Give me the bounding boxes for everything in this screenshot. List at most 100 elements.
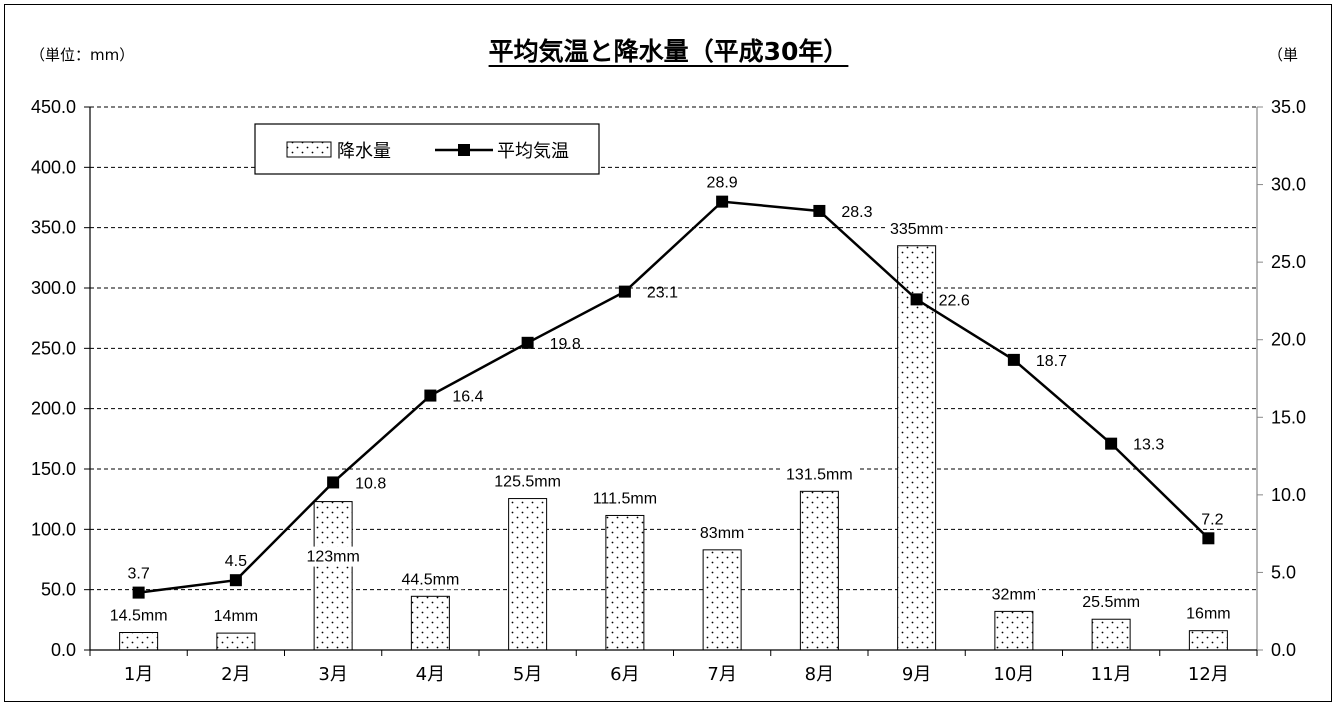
x-tick-label: 3月 <box>318 664 347 685</box>
precip-bar <box>994 610 1034 651</box>
right-unit-label: （単 <box>1268 46 1299 64</box>
precip-data-label-bg <box>698 522 747 543</box>
temp-marker <box>618 285 631 298</box>
x-tick-label: 2月 <box>221 664 250 685</box>
x-tick-label: 10月 <box>993 664 1034 685</box>
temp-marker <box>1007 353 1020 366</box>
temp-data-label: 22.6 <box>939 292 970 309</box>
temp-data-label: 23.1 <box>647 285 678 302</box>
y-left-tick-label: 50.0 <box>41 580 76 600</box>
precip-bar <box>216 632 256 651</box>
y-right-tick-label: 20.0 <box>1271 330 1306 350</box>
precip-bar <box>1091 618 1131 651</box>
temp-data-label: 3.7 <box>128 566 150 583</box>
precip-data-label-bg <box>105 605 173 626</box>
precip-data-label: 131.5mm <box>786 466 853 483</box>
y-left-tick-label: 300.0 <box>31 278 76 298</box>
temp-marker <box>424 389 437 402</box>
precip-data-label: 14.5mm <box>110 608 168 625</box>
temp-marker <box>521 336 534 349</box>
temp-marker <box>1105 437 1118 450</box>
precip-data-label-bg <box>1184 603 1233 624</box>
y-right-tick-label: 10.0 <box>1271 485 1306 505</box>
precip-data-label: 125.5mm <box>494 474 561 491</box>
temp-marker <box>716 195 729 208</box>
temp-marker <box>229 574 242 587</box>
y-left-tick-label: 250.0 <box>31 338 76 358</box>
precip-data-label: 32mm <box>992 586 1036 603</box>
precip-data-label-bg <box>781 464 858 485</box>
precip-data-label-bg <box>1077 592 1145 613</box>
precip-bar <box>508 498 548 651</box>
temp-data-label: 13.3 <box>1133 437 1164 454</box>
y-right-tick-label: 30.0 <box>1271 175 1306 195</box>
temp-data-label: 10.8 <box>355 475 386 492</box>
precip-data-label-bg <box>989 584 1038 605</box>
precip-data-label: 83mm <box>700 525 744 542</box>
x-tick-label: 12月 <box>1188 664 1229 685</box>
precip-data-label: 25.5mm <box>1082 594 1140 611</box>
y-right-tick-label: 0.0 <box>1271 640 1296 660</box>
y-right-tick-label: 35.0 <box>1271 97 1306 117</box>
legend-temp-label: 平均気温 <box>497 141 569 162</box>
precip-bar <box>410 595 450 651</box>
precip-data-label-bg <box>211 606 260 627</box>
y-right-tick-label: 5.0 <box>1271 562 1296 582</box>
precip-bar <box>1188 630 1228 651</box>
x-tick-label: 6月 <box>610 664 639 685</box>
x-tick-label: 9月 <box>902 664 931 685</box>
y-right-tick-label: 25.0 <box>1271 252 1306 272</box>
x-tick-label: 4月 <box>416 664 445 685</box>
precip-data-label-bg <box>304 546 362 567</box>
x-tick-label: 1月 <box>124 664 153 685</box>
legend-precip-swatch <box>286 141 332 158</box>
precip-bar <box>605 514 645 651</box>
precip-bar <box>897 245 937 651</box>
y-left-tick-label: 200.0 <box>31 399 76 419</box>
precip-data-label: 335mm <box>890 221 943 238</box>
precip-bar <box>799 490 839 651</box>
temp-data-label: 4.5 <box>225 553 247 570</box>
temp-data-label: 28.3 <box>841 204 872 221</box>
precip-bar <box>313 501 353 651</box>
temp-marker <box>813 204 826 217</box>
precip-data-label: 14mm <box>214 608 258 625</box>
precip-bar <box>119 632 159 651</box>
y-left-tick-label: 100.0 <box>31 519 76 539</box>
precip-data-label-bg <box>586 488 664 509</box>
temp-marker <box>1202 532 1215 545</box>
y-left-tick-label: 0.0 <box>51 640 76 660</box>
precip-data-label: 16mm <box>1186 606 1230 623</box>
x-tick-label: 8月 <box>805 664 834 685</box>
x-tick-label: 7月 <box>707 664 736 685</box>
temp-data-label: 16.4 <box>452 389 483 406</box>
legend-precip-label: 降水量 <box>337 141 391 162</box>
temp-line <box>138 200 1210 594</box>
temp-data-label: 19.8 <box>550 336 581 353</box>
left-unit-label: （単位：mm） <box>30 46 135 64</box>
precip-data-label: 123mm <box>306 549 359 566</box>
precip-data-label-bg <box>489 471 566 492</box>
temp-marker <box>132 586 145 599</box>
y-left-tick-label: 450.0 <box>31 97 76 117</box>
chart-frame <box>4 4 1332 702</box>
temp-data-label: 7.2 <box>1201 511 1223 528</box>
precip-data-label-bg <box>396 569 464 590</box>
x-tick-label: 5月 <box>513 664 542 685</box>
x-tick-label: 11月 <box>1091 664 1132 685</box>
y-left-tick-label: 350.0 <box>31 218 76 238</box>
precip-data-label-bg <box>887 218 946 239</box>
legend: 降水量 平均気温 <box>254 123 600 175</box>
precip-data-label: 111.5mm <box>593 490 657 507</box>
y-left-tick-label: 400.0 <box>31 157 76 177</box>
legend-temp-marker <box>458 144 470 156</box>
temp-data-label: 18.7 <box>1036 353 1067 370</box>
precip-data-label: 44.5mm <box>401 571 459 588</box>
temp-marker <box>910 293 923 306</box>
temp-marker <box>327 476 340 489</box>
precip-bar <box>702 549 742 651</box>
temp-data-label: 28.9 <box>707 175 738 192</box>
y-right-tick-label: 15.0 <box>1271 407 1306 427</box>
y-left-tick-label: 150.0 <box>31 459 76 479</box>
